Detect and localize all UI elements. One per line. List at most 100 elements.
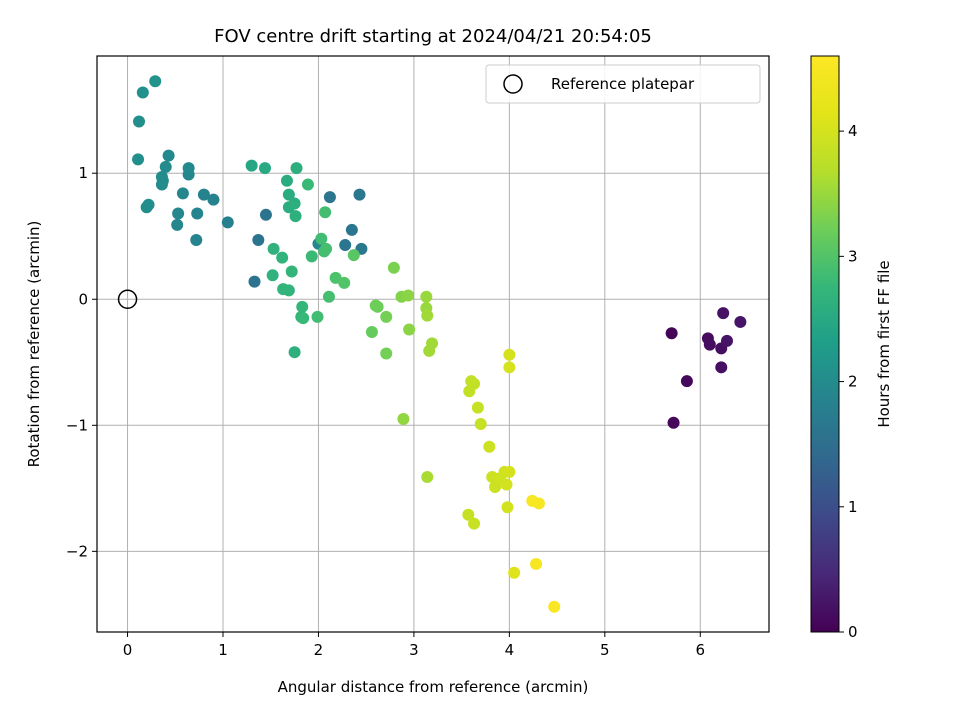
data-point — [259, 208, 272, 221]
data-point — [345, 223, 358, 236]
y-tick-label: 0 — [78, 290, 88, 308]
data-point — [252, 234, 265, 247]
y-tick-label: −2 — [66, 542, 88, 560]
legend-box — [485, 64, 761, 104]
data-point — [162, 149, 175, 162]
x-tick-label: 4 — [505, 641, 515, 659]
data-point — [297, 312, 310, 325]
legend: Reference platepar — [485, 64, 761, 104]
data-point — [421, 309, 434, 322]
data-point — [715, 361, 728, 374]
data-point — [221, 216, 234, 229]
data-point — [421, 470, 434, 483]
data-point — [338, 276, 351, 289]
data-point — [426, 337, 439, 350]
data-point — [353, 188, 366, 201]
x-axis-label: Angular distance from reference (arcmin) — [278, 678, 589, 696]
data-point — [721, 334, 733, 347]
data-point — [276, 251, 289, 264]
data-point — [207, 193, 220, 206]
data-point — [508, 566, 521, 579]
data-point — [323, 191, 336, 204]
data-point — [140, 201, 153, 214]
data-point — [171, 218, 184, 231]
data-point — [532, 497, 545, 510]
data-point — [266, 269, 279, 282]
x-tick-label: 2 — [314, 641, 324, 659]
data-point — [136, 86, 149, 99]
colorbar-ticks: 0 1 2 3 4 — [839, 122, 858, 641]
data-point — [290, 162, 303, 175]
y-axis-label: Rotation from reference (arcmin) — [25, 221, 43, 468]
reference-platepar-marker — [117, 289, 138, 310]
data-point — [245, 159, 258, 172]
data-point — [190, 234, 203, 247]
data-point — [267, 242, 280, 255]
data-points — [117, 75, 747, 613]
data-point — [365, 326, 378, 339]
data-point — [305, 250, 318, 263]
data-point — [501, 501, 514, 514]
legend-label-reference: Reference platepar — [551, 75, 695, 93]
data-point — [474, 418, 487, 431]
data-point — [462, 508, 475, 521]
data-point — [503, 361, 516, 374]
data-point — [548, 600, 561, 613]
data-point — [734, 315, 747, 328]
data-point — [402, 289, 415, 302]
colorbar-tick-label: 0 — [848, 623, 858, 641]
data-point — [149, 75, 162, 88]
colorbar-tick-label: 4 — [848, 122, 858, 140]
x-tick-label: 5 — [600, 641, 610, 659]
data-point — [397, 412, 410, 425]
data-point — [288, 197, 301, 210]
data-point — [380, 310, 393, 323]
data-point — [703, 338, 716, 351]
x-axis-ticks: 0 1 2 3 4 5 6 — [123, 632, 705, 659]
data-point — [288, 346, 301, 359]
data-point — [285, 265, 298, 278]
data-point — [280, 174, 293, 187]
data-point — [387, 261, 400, 274]
data-point — [717, 307, 730, 320]
data-point — [489, 481, 502, 494]
data-point — [347, 249, 360, 262]
grid-lines — [97, 56, 769, 632]
data-point — [483, 440, 496, 453]
data-point — [191, 207, 204, 220]
y-tick-label: −1 — [66, 416, 88, 434]
plot-frame — [96, 55, 770, 633]
data-point — [503, 465, 516, 478]
data-point — [132, 153, 145, 166]
data-point — [403, 323, 416, 336]
data-point — [176, 187, 189, 200]
data-point — [182, 162, 195, 175]
colorbar-tick-label: 3 — [848, 247, 858, 265]
chart-title: FOV centre drift starting at 2024/04/21 … — [214, 26, 652, 47]
colorbar-tick-label: 1 — [848, 498, 858, 516]
legend-marker-reference — [503, 74, 523, 94]
x-tick-label: 3 — [409, 641, 419, 659]
data-point — [468, 517, 481, 530]
data-point — [530, 557, 543, 570]
colorbar-gradient — [810, 55, 840, 633]
colorbar-label: Hours from first FF file — [875, 260, 893, 427]
data-point — [667, 416, 680, 429]
data-point — [282, 284, 295, 297]
data-point — [311, 310, 324, 323]
data-point — [296, 300, 309, 313]
x-tick-label: 6 — [695, 641, 705, 659]
data-point — [380, 347, 393, 360]
data-point — [503, 348, 516, 361]
colorbar: 0 1 2 3 4 Hours from first FF file — [810, 55, 893, 641]
data-point — [680, 375, 693, 388]
data-point — [320, 242, 333, 255]
data-point — [248, 275, 261, 288]
y-tick-label: 1 — [78, 164, 88, 182]
data-point — [468, 377, 481, 390]
x-tick-label: 1 — [218, 641, 228, 659]
data-point — [301, 178, 314, 191]
data-point — [319, 206, 332, 219]
colorbar-tick-label: 2 — [848, 373, 858, 391]
